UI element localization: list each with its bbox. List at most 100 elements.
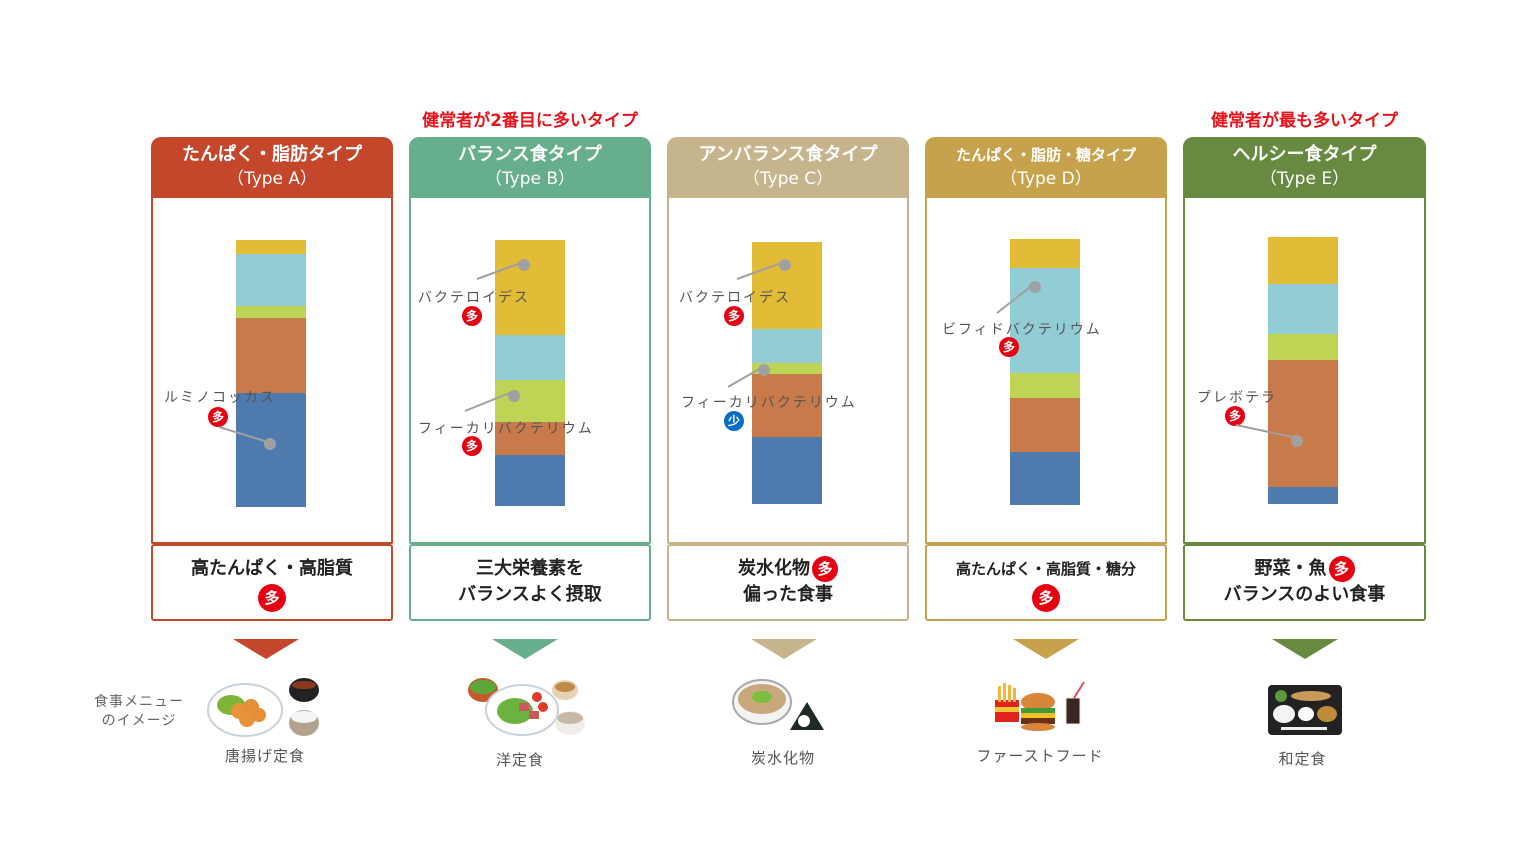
arrow-down-icon <box>492 639 558 659</box>
segment-yellow <box>1268 237 1338 284</box>
type-code: （Type E） <box>1259 169 1350 189</box>
arrow-down-icon <box>1272 639 1338 659</box>
desc-line1: 炭水化物 <box>738 558 810 579</box>
leader-dot <box>779 259 791 271</box>
header-type-a: たんぱく・脂肪タイプ （Type A） <box>151 137 393 198</box>
fast-food-icon <box>995 681 1085 731</box>
food-caption-type-e: 和定食 <box>1278 750 1327 768</box>
annotation-label: プレボテラ <box>1197 390 1277 406</box>
food-caption-type-b: 洋定食 <box>495 751 544 769</box>
desc-line1: 三大栄養素を <box>476 558 584 579</box>
segment-cyan <box>236 254 306 306</box>
menu-label-line2: のイメージ <box>101 713 177 729</box>
desc-type-e: 野菜・魚多 バランスのよい食事 <box>1183 544 1426 621</box>
desc-type-d: 高たんぱく・高脂質・糖分 多 <box>925 544 1167 621</box>
badge-many: 多 <box>208 407 228 427</box>
header-type-b: バランス食タイプ （Type B） <box>409 137 651 198</box>
badge-few: 少 <box>724 411 744 431</box>
desc-type-c: 炭水化物多 偏った食事 <box>667 544 909 621</box>
annotation-label: フィーカリバクテリウム <box>681 395 857 411</box>
card-type-b: バクテロイデス 多 フィーカリバクテリウム 多 バランス食タイプ （Type B… <box>409 137 651 621</box>
stacked-bar-type-e <box>1268 237 1338 504</box>
type-code: （Type D） <box>1000 169 1092 189</box>
card-type-a: ルミノコッカス 多 たんぱく・脂肪タイプ （Type A） 高たんぱく・高脂質 … <box>151 137 393 621</box>
annotation-label: バクテロイデス <box>418 290 530 306</box>
stacked-bar-type-d <box>1010 239 1080 505</box>
arrow-down-icon <box>751 639 817 659</box>
karaage-set-icon <box>207 678 319 737</box>
badge-many: 多 <box>999 337 1019 357</box>
chart-box-type-a: ルミノコッカス 多 <box>151 194 393 544</box>
leader-dot <box>518 259 530 271</box>
segment-orange <box>1010 398 1080 452</box>
annotation-label: ビフィドバクテリウム <box>942 322 1102 338</box>
type-name: バランス食タイプ <box>458 144 602 165</box>
chart-box-type-d: ビフィドバクテリウム 多 <box>925 194 1167 544</box>
segment-yellow <box>752 242 822 329</box>
leader-dot <box>1291 435 1303 447</box>
segment-green <box>752 363 822 374</box>
badge-many: 多 <box>462 436 482 456</box>
label-second-most-common: 健常者が2番目に多いタイプ <box>422 111 638 131</box>
segment-cyan <box>1010 268 1080 373</box>
desc-line2: バランスのよい食事 <box>1223 584 1386 605</box>
segment-green <box>495 380 565 422</box>
segment-blue <box>752 437 822 504</box>
badge-many: 多 <box>462 306 482 326</box>
leader-dot <box>264 438 276 450</box>
segment-yellow <box>1010 239 1080 268</box>
header-type-c: アンバランス食タイプ （Type C） <box>667 137 909 198</box>
header-type-d: たんぱく・脂肪・糖タイプ （Type D） <box>925 137 1167 198</box>
leader-dot <box>508 390 520 402</box>
header-type-e: ヘルシー食タイプ （Type E） <box>1183 137 1426 198</box>
segment-cyan <box>1268 284 1338 334</box>
badge-many: 多 <box>812 556 838 582</box>
carbs-meal-icon <box>732 679 824 730</box>
type-name: アンバランス食タイプ <box>698 144 878 165</box>
stacked-bar-type-c <box>752 242 822 504</box>
badge-many: 多 <box>1225 406 1245 426</box>
segment-blue <box>1268 487 1338 504</box>
stacked-bar-type-b <box>495 240 565 506</box>
stacked-bar-type-a <box>236 240 306 507</box>
arrow-down-icon <box>233 639 299 659</box>
type-name: たんぱく・脂肪・糖タイプ <box>955 146 1136 164</box>
japanese-set-icon <box>1268 685 1342 735</box>
segment-cyan <box>495 335 565 380</box>
desc-line2: 偏った食事 <box>743 584 833 605</box>
desc-line1: 高たんぱく・高脂質・糖分 <box>955 560 1136 578</box>
card-type-c: バクテロイデス 多 フィーカリバクテリウム 少 アンバランス食タイプ （Type… <box>667 137 909 621</box>
segment-green <box>1268 334 1338 360</box>
card-type-e: プレボテラ 多 ヘルシー食タイプ （Type E） 野菜・魚多 バランスのよい食… <box>1183 137 1426 621</box>
type-code: （Type B） <box>484 169 576 189</box>
segment-orange <box>236 318 306 393</box>
desc-type-b: 三大栄養素を バランスよく摂取 <box>409 544 651 621</box>
badge-many: 多 <box>1328 556 1355 582</box>
desc-line1: 高たんぱく・高脂質 <box>191 558 353 579</box>
badge-many: 多 <box>258 584 286 612</box>
type-name: ヘルシー食タイプ <box>1232 144 1377 165</box>
arrow-down-icon <box>1013 639 1079 659</box>
western-set-icon <box>468 678 585 736</box>
segment-blue <box>1010 452 1080 505</box>
segment-yellow <box>495 240 565 335</box>
desc-line2: バランスよく摂取 <box>458 584 602 605</box>
chart-box-type-e: プレボテラ 多 <box>1183 194 1426 544</box>
food-caption-type-d: ファーストフード <box>976 747 1104 765</box>
type-code: （Type A） <box>226 169 318 189</box>
annotation-label: バクテロイデス <box>679 290 791 306</box>
label-most-common: 健常者が最も多いタイプ <box>1211 111 1398 131</box>
chart-box-type-c: バクテロイデス 多 フィーカリバクテリウム 少 <box>667 194 909 544</box>
segment-green <box>1010 373 1080 398</box>
card-type-d: ビフィドバクテリウム 多 たんぱく・脂肪・糖タイプ （Type D） 高たんぱく… <box>925 137 1167 621</box>
segment-orange <box>752 374 822 437</box>
annotation-label: フィーカリバクテリウム <box>418 421 594 437</box>
segment-yellow <box>236 240 306 254</box>
annotation-label: ルミノコッカス <box>164 390 276 406</box>
badge-many: 多 <box>1032 584 1060 612</box>
badge-many: 多 <box>724 306 744 326</box>
segment-blue <box>495 455 565 506</box>
menu-label-line1: 食事メニュー <box>94 694 184 710</box>
segment-cyan <box>752 329 822 363</box>
leader-dot <box>1029 281 1041 293</box>
